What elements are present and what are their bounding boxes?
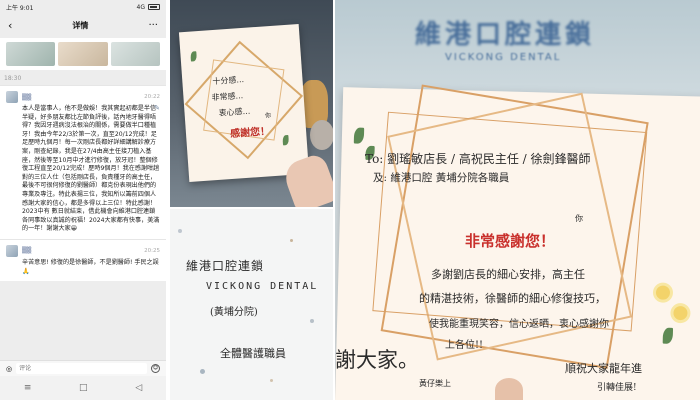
post-timestamp: 18:30 (0, 72, 166, 85)
confetti-dot (178, 229, 182, 233)
comment-input[interactable] (16, 363, 147, 374)
comment-header: ▒▒ 20:22 (6, 91, 160, 103)
card-big-text: 謝大家。 (335, 348, 419, 372)
card-body-line: 使我能重現笑容，信心返晒，衷心感謝你 (429, 319, 609, 330)
nav-bar: ‹ 详情 ··· (0, 14, 166, 36)
back-icon[interactable]: ◁ (135, 383, 143, 393)
post-card (0, 38, 166, 70)
hand (495, 378, 523, 400)
comment-text: 本人是當事人，他不是做娛！我其實起初都是半信半疑，好多朋友都比左節負評後，話內地… (22, 105, 160, 233)
card-thanks: 感謝您！ (229, 126, 271, 141)
page-title: 详情 (72, 20, 89, 30)
confetti-dot (200, 369, 205, 374)
clinic-name-handwritten: 維港口腔連鎖 (186, 259, 265, 273)
flower-decoration (655, 285, 671, 300)
card-closing: 引轉佳展! (597, 383, 637, 393)
card-thanks-heading: 非常感謝您！ (465, 232, 556, 250)
post-image[interactable] (6, 42, 56, 66)
recent-apps-icon[interactable]: ≡ (23, 383, 32, 393)
clinic-sign: 維港口腔連鎖 (415, 20, 596, 50)
card-photo: 十分感... 非常感... 衷心感... 你 感謝您！ (170, 0, 333, 207)
confetti-dot (290, 239, 293, 242)
comment-text: 辛苦意思! 修復的是徐醫師，不是劉醫師! 手民之誤🙏 (22, 258, 159, 275)
flower-decoration (673, 305, 688, 321)
battery-icon (148, 4, 160, 10)
leaf-decoration (662, 327, 674, 344)
card-line: 衷心感... (218, 106, 251, 118)
leaf-decoration (190, 51, 197, 62)
voice-icon[interactable]: ◎ (6, 364, 13, 373)
avatar[interactable] (6, 244, 18, 257)
confetti-dot (310, 319, 314, 323)
large-card-photo: 維港口腔連鎖 VICKONG DENTAL To: 劉瑤敏店長 / 高祝民主任 … (335, 0, 700, 400)
card-body-line: 上各位!! (445, 340, 484, 351)
back-arrow-icon[interactable]: ‹ (8, 18, 13, 32)
comment-item: ▒▒ 20:22 本人是當事人，他不是做娛！我其實起初都是半信半疑，好多朋友都比… (0, 85, 166, 239)
home-icon[interactable]: □ (79, 383, 88, 393)
status-icons: 4G (137, 4, 160, 11)
card-signature-small: 你 (575, 214, 583, 223)
confetti-dot (270, 379, 273, 382)
comment-time: 20:22 (144, 94, 160, 100)
card-body-line: 多謝劉店長的細心安排，高主任 (431, 268, 585, 281)
post-image[interactable] (58, 42, 108, 66)
clinic-english-handwritten: VICKONG DENTAL (206, 281, 319, 292)
plush-toy (310, 120, 333, 150)
comment-input-bar: ◎ ☺ (0, 360, 166, 376)
leaf-decoration (282, 134, 290, 146)
card-line: 十分感... (212, 74, 245, 87)
branch-handwritten: (黃埔分院) (210, 307, 258, 318)
comment-header: ▒▒ 20:25 (6, 244, 160, 257)
status-bar: 上午 9:01 4G (0, 0, 166, 14)
card-dept-line: 及: 維港口腔 黃埔分院各職員 (373, 172, 510, 184)
comment-item: ▒▒ 20:25 辛苦意思! 修復的是徐醫師，不是劉醫師! 手民之誤🙏 (0, 238, 166, 282)
signal-label: 4G (136, 3, 145, 11)
signature-photo: 維港口腔連鎖 VICKONG DENTAL (黃埔分院) 全體醫護職員 (170, 209, 333, 400)
card-body-line: 的精湛技術，徐醫師的細心修復技巧， (419, 292, 606, 305)
card-signature: 你 (264, 112, 272, 120)
commenter-name-blurred[interactable]: ▒▒ (22, 93, 32, 101)
card-line: 非常感... (211, 91, 244, 103)
more-options-button[interactable]: ··· (148, 19, 158, 31)
clinic-sign-english: VICKONG DENTAL (445, 52, 562, 63)
system-nav-bar: ≡ □ ◁ (0, 376, 166, 400)
phone-screenshot: 上午 9:01 4G ‹ 详情 ··· 18:30 ▒▒ 20:22 本人是當事… (0, 0, 168, 400)
commenter-name-blurred[interactable]: ▒▒ (22, 247, 32, 255)
reply-icon[interactable]: ✎ (154, 104, 160, 112)
thank-you-card-small: 十分感... 非常感... 衷心感... 你 感謝您！ (178, 23, 310, 183)
post-image[interactable] (110, 42, 160, 66)
staff-handwritten: 全體醫護職員 (220, 347, 286, 360)
post-images (6, 42, 160, 66)
card-closing: 順祝大家龍年進 (565, 362, 642, 375)
card-signer: 黃仔樂上 (419, 379, 451, 388)
emoji-icon[interactable]: ☺ (151, 364, 160, 373)
status-time: 上午 9:01 (6, 4, 34, 12)
comment-time: 20:25 (144, 247, 160, 254)
avatar[interactable] (6, 91, 18, 103)
leaf-decoration (353, 127, 365, 144)
card-to-line: To: 劉瑤敏店長 / 高祝民主任 / 徐劍鋒醫師 (365, 152, 591, 166)
